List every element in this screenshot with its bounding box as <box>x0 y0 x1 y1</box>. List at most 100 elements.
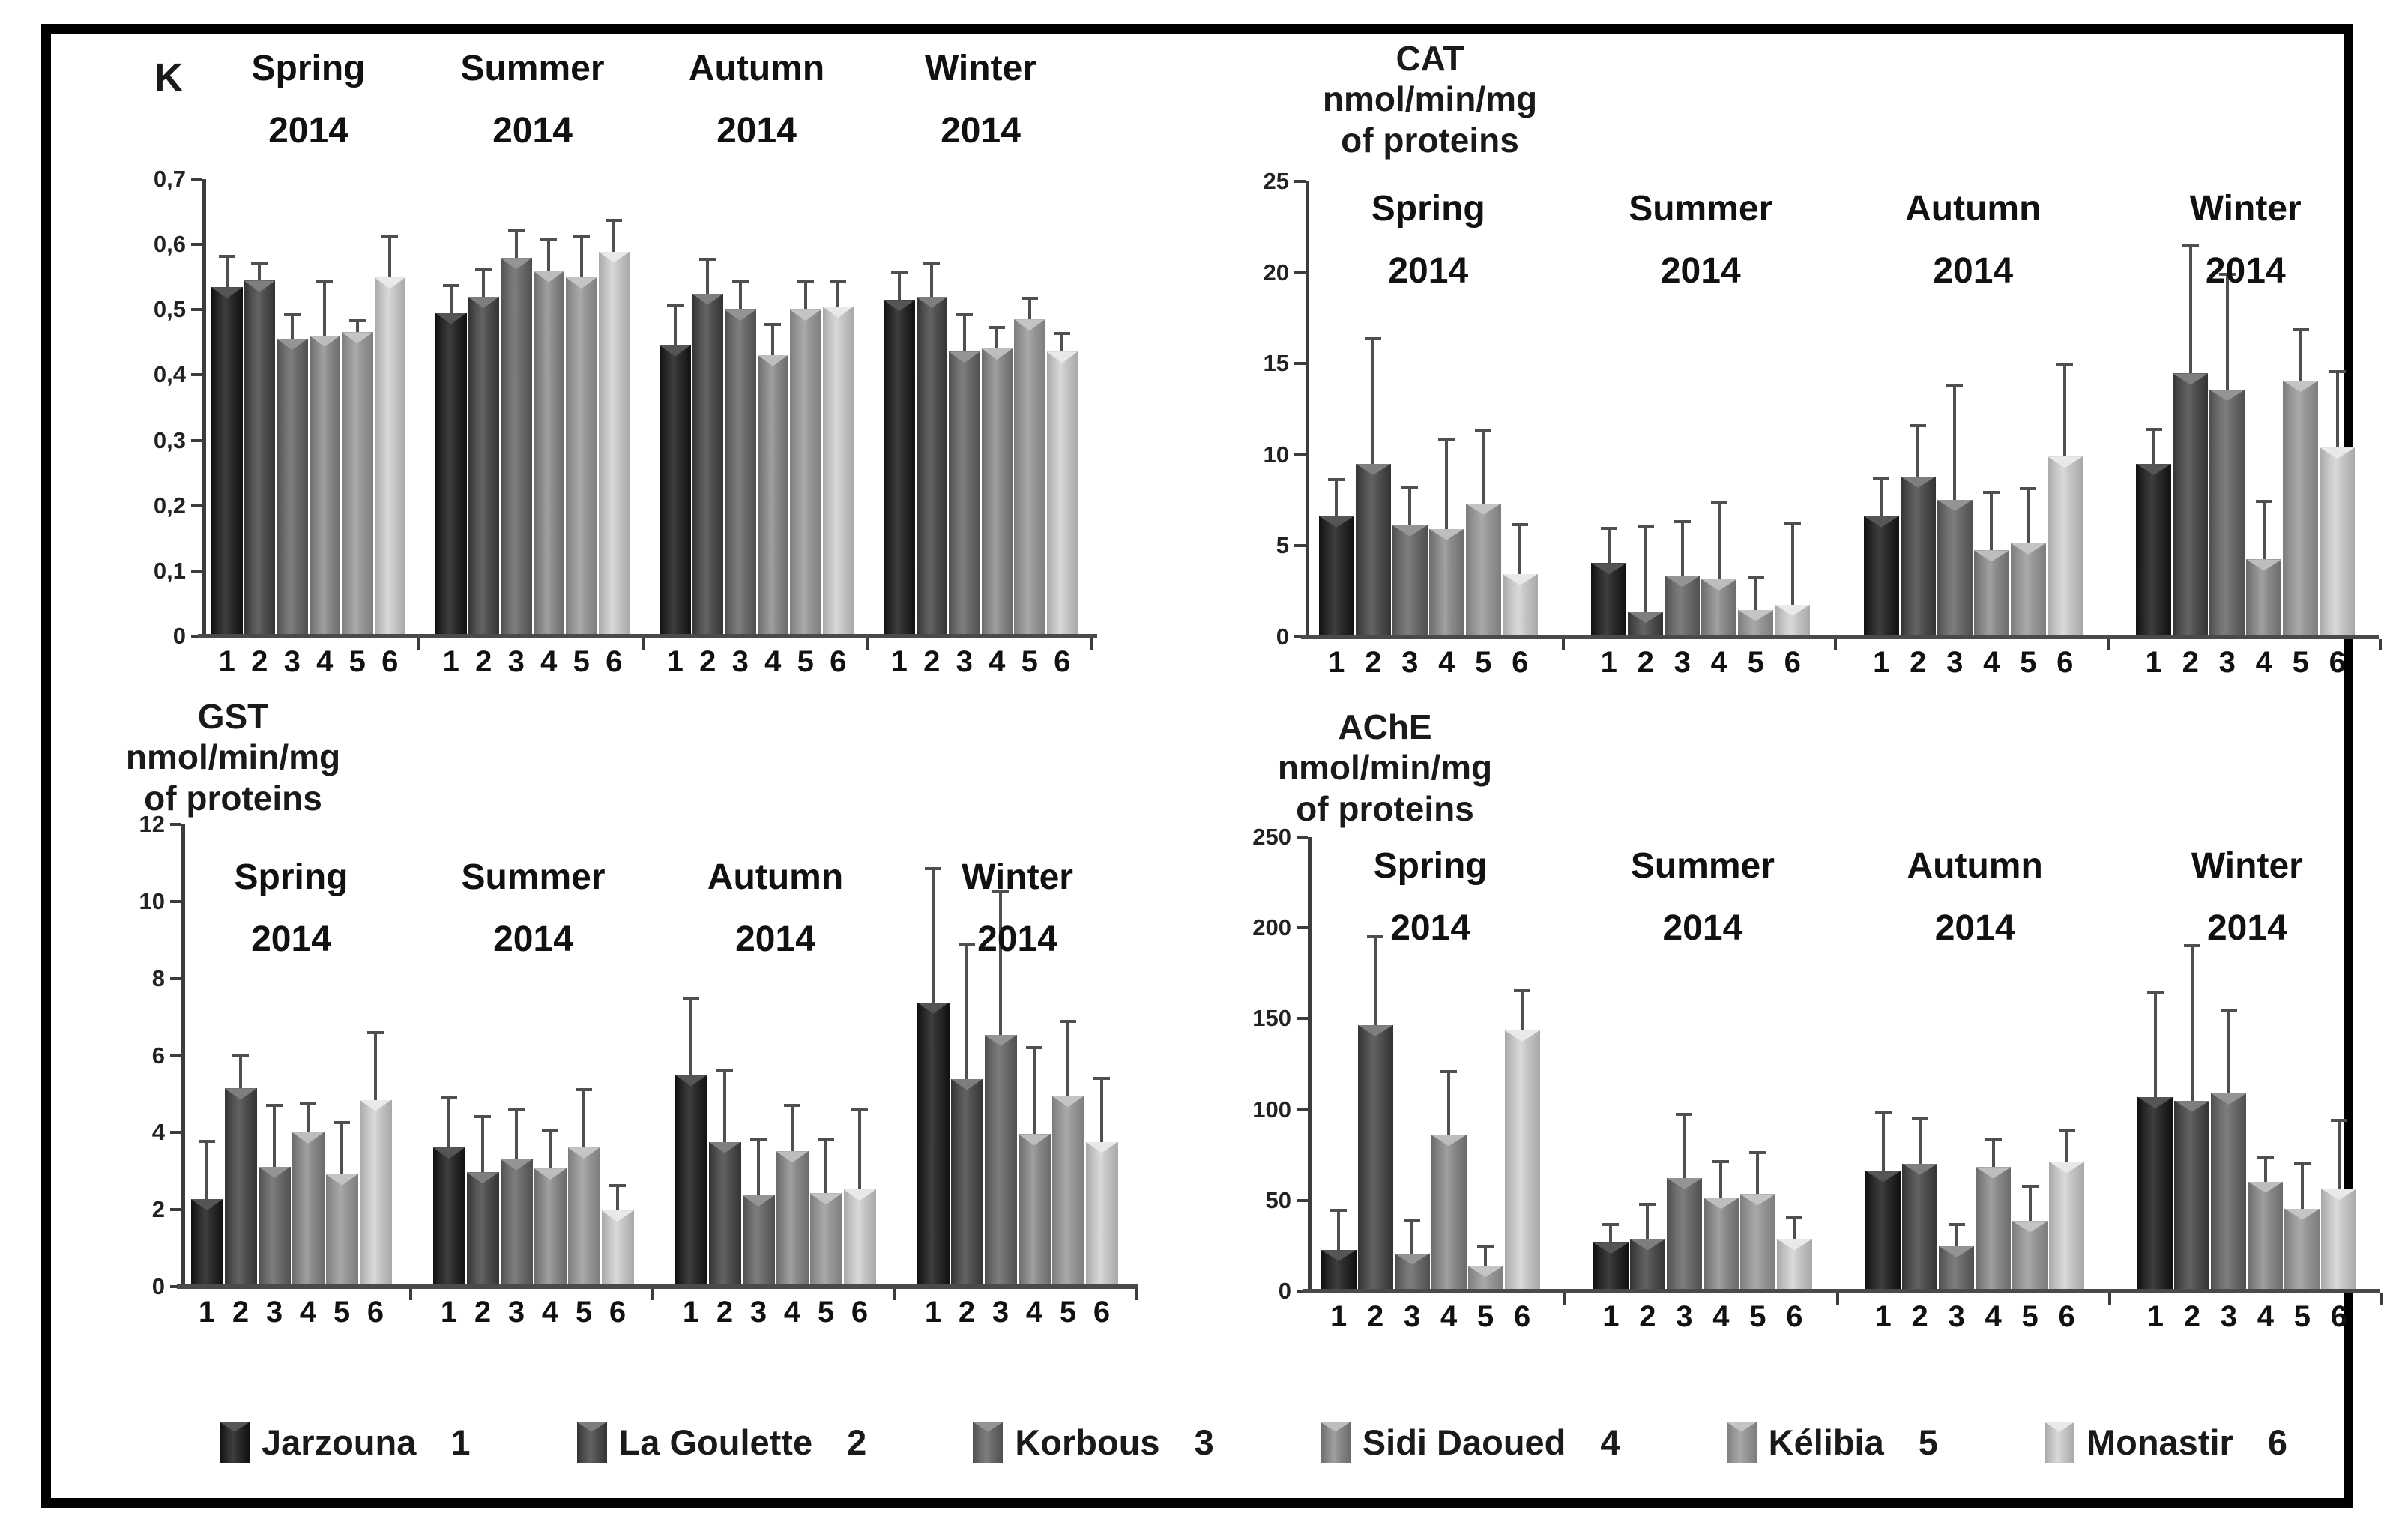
x-tick-label: 4 <box>2257 1300 2274 1333</box>
bar-slot <box>309 280 340 636</box>
bar-slot <box>1902 1117 1938 1291</box>
x-axis-line <box>177 1284 1138 1289</box>
legend-item-korbous: Korbous 3 <box>973 1422 1214 1463</box>
bar-slot <box>725 280 756 636</box>
legend-label: Kélibia <box>1768 1422 1884 1462</box>
season-group: Spring 2014 1 2 3 4 5 6 <box>211 49 420 678</box>
y-axis: 0,7 0,6 0,5 0,4 0,3 0,2 0,1 0 <box>142 166 206 649</box>
error-bar <box>1054 332 1071 352</box>
bar-site-6 <box>1502 573 1538 637</box>
bar-cluster <box>190 829 392 1287</box>
bar-site-3 <box>949 351 980 636</box>
chart-gst: 12 10 8 6 4 2 0 Spring 2014 1 2 3 4 5 6 Summer 2014 1 2 3 4… <box>132 811 1138 1329</box>
bar-site-2 <box>1900 476 1936 637</box>
bar-slot <box>916 261 947 636</box>
error-bar <box>381 235 399 278</box>
legend-site-number: 4 <box>1600 1422 1620 1462</box>
error-bar <box>2146 991 2164 1097</box>
bar-slot <box>1504 988 1540 1291</box>
x-tick-label: 1 <box>1602 1300 1620 1333</box>
bar-slot <box>675 997 707 1287</box>
chart-title-line: of proteins <box>144 778 322 818</box>
x-tick-label: 6 <box>851 1296 869 1329</box>
y-tick-mark <box>1297 1017 1308 1021</box>
error-bar <box>1438 438 1455 529</box>
bar-site-3 <box>501 258 532 636</box>
x-tick-label: 2 <box>1639 1300 1656 1333</box>
bar-site-2 <box>2173 373 2209 637</box>
bar-cluster <box>1317 842 1544 1291</box>
error-bar <box>1093 1076 1110 1142</box>
x-tick-label: 3 <box>1674 646 1691 679</box>
x-tick-label: 2 <box>2183 1300 2200 1333</box>
error-bar <box>218 254 235 288</box>
x-tick-label: 3 <box>992 1296 1010 1329</box>
bar-site-4 <box>2246 559 2282 637</box>
chart-title-line: GST <box>197 697 269 736</box>
error-bar <box>232 1054 249 1089</box>
bar-slot <box>2209 272 2245 637</box>
error-bar <box>1514 988 1531 1030</box>
bar-site-5 <box>809 1193 842 1287</box>
y-tick: 25 <box>1264 168 1306 195</box>
bar-site-6 <box>843 1189 876 1287</box>
x-tick-label: 1 <box>1600 646 1617 679</box>
bar-slot <box>1428 438 1464 637</box>
error-bar <box>1712 1159 1730 1198</box>
y-tick-label: 250 <box>1252 824 1291 850</box>
x-tick-label: 4 <box>541 1296 559 1329</box>
x-tick-label: 5 <box>797 645 814 678</box>
x-tick-label: 6 <box>609 1296 627 1329</box>
error-bar <box>1637 525 1654 612</box>
y-tick: 0,7 <box>154 166 202 193</box>
x-tick-label: 2 <box>251 645 268 678</box>
error-bar <box>1710 501 1727 579</box>
season-year: 2014 <box>716 110 797 151</box>
bar-site-2 <box>1629 1239 1665 1291</box>
y-tick: 0,3 <box>154 427 202 454</box>
bar-site-6 <box>1046 351 1078 636</box>
x-tick-label: 6 <box>2330 1300 2347 1333</box>
bar-slot <box>374 235 405 636</box>
error-bar <box>2020 487 2037 543</box>
error-bar <box>1060 1019 1076 1096</box>
x-tick-label: 6 <box>366 1296 384 1329</box>
x-tick-label: 1 <box>1874 1300 1892 1333</box>
error-bar <box>784 1103 800 1152</box>
bar-site-2 <box>468 297 499 636</box>
error-bar <box>542 1128 558 1169</box>
y-tick-mark <box>1297 1198 1308 1202</box>
chart-title-line: nmol/min/mg <box>1277 748 1493 788</box>
x-tick-label: 3 <box>1676 1300 1693 1333</box>
chart-title-line: of proteins <box>1296 788 1474 828</box>
y-tick-label: 5 <box>1276 532 1289 559</box>
error-bar <box>300 1102 316 1132</box>
x-tick-label: 2 <box>699 645 716 678</box>
y-tick-mark <box>1294 453 1306 456</box>
bar-slot <box>1502 523 1538 637</box>
bar-site-2 <box>708 1141 741 1287</box>
y-tick: 0,4 <box>154 361 202 388</box>
x-tick-label: 1 <box>442 645 459 678</box>
y-tick-label: 0,4 <box>153 361 186 388</box>
x-tick-label: 2 <box>1637 646 1654 679</box>
chart-title-line: nmol/min/mg <box>1322 79 1538 119</box>
bar-site-1 <box>1865 1171 1901 1291</box>
error-bar <box>1784 521 1801 605</box>
bar-site-4 <box>981 348 1013 636</box>
y-tick-mark <box>170 1285 181 1288</box>
y-tick-label: 2 <box>151 1196 165 1223</box>
error-bar <box>851 1107 868 1190</box>
x-tick-label: 6 <box>1054 645 1071 678</box>
x-tick-label: 4 <box>1985 1300 2002 1333</box>
error-bar <box>1639 1203 1656 1239</box>
legend: Jarzouna 1 La Goulette 2 Korbous 3 Sidi Daoued… <box>220 1422 2287 1463</box>
y-tick-mark <box>170 976 181 980</box>
bar-site-3 <box>2209 390 2245 637</box>
error-bar <box>666 303 684 345</box>
bar-site-3 <box>277 339 308 636</box>
error-bar <box>923 261 941 297</box>
